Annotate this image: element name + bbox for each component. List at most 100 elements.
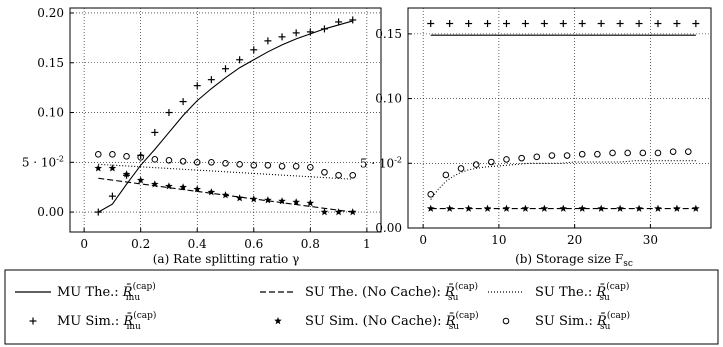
chart-a-series-su-sim-no-cache-point-14 bbox=[292, 198, 300, 206]
chart-b-ytick-label-2: 0.10 bbox=[375, 92, 402, 106]
chart-b-series-su-sim-point-6 bbox=[518, 154, 525, 162]
chart-a-series-su-sim-point-3 bbox=[137, 154, 144, 161]
chart-a-series-mu-sim-point-12 bbox=[264, 37, 272, 45]
chart-a-series-mu-sim-point-4 bbox=[151, 128, 159, 136]
chart-b-series-su-sim-point-10 bbox=[578, 150, 586, 158]
chart-a-ytick-label-4: 0.20 bbox=[37, 6, 64, 20]
chart-a-series-su-sim-no-cache-point-18 bbox=[348, 208, 357, 216]
chart-b-series-su-sim-no-cache-point-14 bbox=[692, 204, 700, 212]
chart-b-series-mu-sim-point-9 bbox=[597, 20, 605, 28]
chart-b-series-su-sim-point-9 bbox=[563, 152, 571, 159]
chart-a-series-mu-sim-point-0 bbox=[94, 208, 102, 216]
chart-b-series-su-sim-no-cache-point-1 bbox=[445, 204, 454, 212]
chart-a-ytick-label-0: 0.00 bbox=[37, 205, 64, 219]
chart-a-series-su-sim-no-cache-point-1 bbox=[108, 164, 117, 172]
legend-label-2: SU The.: R̄(cap) su bbox=[535, 281, 629, 303]
chart-b-series-mu-sim-point-2 bbox=[465, 20, 473, 28]
chart-b-plot-frame bbox=[407, 7, 712, 229]
chart-a-series-su-sim-point-1 bbox=[109, 151, 116, 158]
chart-b-series-mu-sim-point-10 bbox=[616, 20, 624, 28]
chart-a-series-su-sim-point-11 bbox=[250, 161, 258, 169]
chart-a-series-su-sim-no-cache-point-15 bbox=[306, 199, 315, 207]
legend-item-0: MU The.: R̄(cap) mu bbox=[15, 281, 156, 303]
chart-b-series-su-sim-no-cache-point-6 bbox=[540, 204, 549, 212]
chart-a-xtick-label-5: 1 bbox=[363, 237, 371, 251]
chart-a-series-mu-sim-point-13 bbox=[278, 33, 286, 41]
chart-a-series-su-sim-point-4 bbox=[151, 156, 159, 163]
chart-a-series-su-sim-point-0 bbox=[94, 151, 102, 158]
chart-b-series-su-sim-point-15 bbox=[654, 149, 662, 157]
chart-a-series-su-sim-point-15 bbox=[307, 163, 314, 171]
chart-b-series-mu-sim-point-0 bbox=[427, 20, 435, 28]
chart-a-plot-area bbox=[94, 16, 357, 216]
chart-b-plot-area bbox=[426, 20, 700, 212]
chart-b-series-mu-sim-point-1 bbox=[446, 20, 454, 28]
chart-a-series-mu-sim-point-6 bbox=[179, 98, 187, 106]
chart-b-series-mu-sim-point-14 bbox=[692, 20, 700, 28]
chart-a-series-su-sim-no-cache-point-3 bbox=[136, 176, 145, 184]
chart-a-series-su-sim-point-14 bbox=[292, 162, 300, 170]
chart-b-series-su-sim-point-3 bbox=[472, 161, 480, 168]
chart-b-xtick-label-3: 30 bbox=[643, 233, 658, 247]
legend-item-2: SU The.: R̄(cap) su bbox=[488, 281, 629, 303]
legend-label-3: MU Sim.: R̄(cap) mu bbox=[57, 310, 156, 332]
chart-a-series-mu-sim-point-1 bbox=[108, 192, 116, 200]
chart-a-series-mu-sim-point-15 bbox=[306, 28, 314, 36]
chart-a-series-mu-sim-point-8 bbox=[207, 76, 215, 84]
chart-b-series-su-sim-point-14 bbox=[639, 149, 647, 157]
chart-a-series-su-sim-no-cache-point-10 bbox=[235, 194, 244, 202]
chart-a-series-su-sim-no-cache-point-9 bbox=[221, 191, 230, 199]
legend-marker-5 bbox=[502, 317, 510, 325]
chart-b-series-mu-sim-point-6 bbox=[540, 20, 548, 28]
chart-a-series-su-sim-no-cache-point-2 bbox=[122, 170, 131, 178]
chart-b-series-su-sim-no-cache-point-2 bbox=[464, 204, 473, 212]
chart-a-xtick-label-3: 0.6 bbox=[244, 237, 263, 251]
chart-b-series-su-sim-point-17 bbox=[684, 148, 692, 155]
chart-b-ytick-label-1: 5 · 10-2 bbox=[360, 155, 402, 170]
chart-b-series-su-sim-point-5 bbox=[503, 156, 510, 163]
chart-b-series-mu-sim-point-3 bbox=[484, 20, 492, 28]
chart-a-xtick-label-2: 0.4 bbox=[188, 237, 207, 251]
chart-a-xtick-label-1: 0.2 bbox=[131, 237, 150, 251]
chart-a-series-su-sim-no-cache-point-17 bbox=[334, 208, 343, 216]
chart-a-ytick-label-2: 0.10 bbox=[37, 106, 64, 120]
chart-b-series-su-sim-point-7 bbox=[533, 153, 541, 161]
legend-label-4: SU Sim. (No Cache): R̄(cap) su bbox=[305, 310, 479, 332]
chart-panel-a: 0 0.2 0.4 0.6 0.8 1 0.00 5 · 10-2 0.10 0.15 0.20 bbox=[22, 6, 382, 251]
caption-a: (a) Rate splitting ratio γ bbox=[153, 252, 300, 266]
chart-b-xtick-label-0: 0 bbox=[419, 233, 427, 247]
chart-a-series-su-sim-point-18 bbox=[349, 171, 357, 179]
chart-b-series-su-sim-no-cache-point-7 bbox=[559, 204, 568, 212]
chart-b-series-mu-sim-point-12 bbox=[654, 20, 662, 28]
chart-a-series-mu-sim-point-5 bbox=[165, 109, 173, 117]
chart-a-series-su-sim-point-2 bbox=[123, 153, 130, 160]
legend-label-1: SU The. (No Cache): R̄(cap) su bbox=[305, 281, 478, 303]
chart-a-series-su-the-line bbox=[98, 163, 353, 180]
legend-item-4: SU Sim. (No Cache): R̄(cap) su bbox=[274, 310, 479, 332]
chart-a-series-su-sim-no-cache-point-7 bbox=[193, 185, 202, 193]
chart-a-series-su-sim-no-cache-point-5 bbox=[165, 182, 173, 190]
chart-b-series-su-sim-no-cache-point-10 bbox=[616, 204, 624, 212]
chart-a-series-mu-sim-point-10 bbox=[236, 56, 244, 64]
chart-a-series-su-sim-point-8 bbox=[208, 159, 215, 166]
chart-b-series-su-sim-no-cache-point-8 bbox=[578, 204, 587, 212]
chart-b-series-mu-sim-point-5 bbox=[521, 20, 529, 28]
chart-a-series-mu-sim-point-16 bbox=[320, 25, 328, 33]
legend-item-5: SU Sim.: R̄(cap) su bbox=[502, 310, 630, 332]
legend-marker-4 bbox=[274, 317, 282, 325]
chart-a-series-su-sim-point-12 bbox=[264, 161, 272, 169]
chart-a-ytick-label-3: 0.15 bbox=[37, 56, 64, 70]
chart-a-xtick-label-0: 0 bbox=[80, 237, 88, 251]
chart-a-series-su-sim-no-cache-point-12 bbox=[264, 196, 272, 204]
chart-b-series-su-sim-point-16 bbox=[669, 148, 677, 155]
chart-b-series-su-sim-point-11 bbox=[594, 150, 601, 158]
chart-b-series-su-sim-point-8 bbox=[548, 152, 556, 159]
chart-b-ytick-label-3: 0.15 bbox=[375, 27, 402, 41]
chart-b-series-su-sim-no-cache-point-5 bbox=[521, 204, 530, 212]
chart-a-series-su-sim-no-cache-point-0 bbox=[94, 164, 103, 172]
chart-a-series-su-sim-point-13 bbox=[278, 162, 286, 170]
chart-a-series-mu-sim-point-17 bbox=[335, 18, 343, 26]
chart-a-series-su-sim-no-cache-point-6 bbox=[179, 183, 187, 191]
legend-item-3: MU Sim.: R̄(cap) mu bbox=[29, 310, 156, 332]
chart-a-series-su-sim-no-cache-point-16 bbox=[320, 208, 329, 216]
